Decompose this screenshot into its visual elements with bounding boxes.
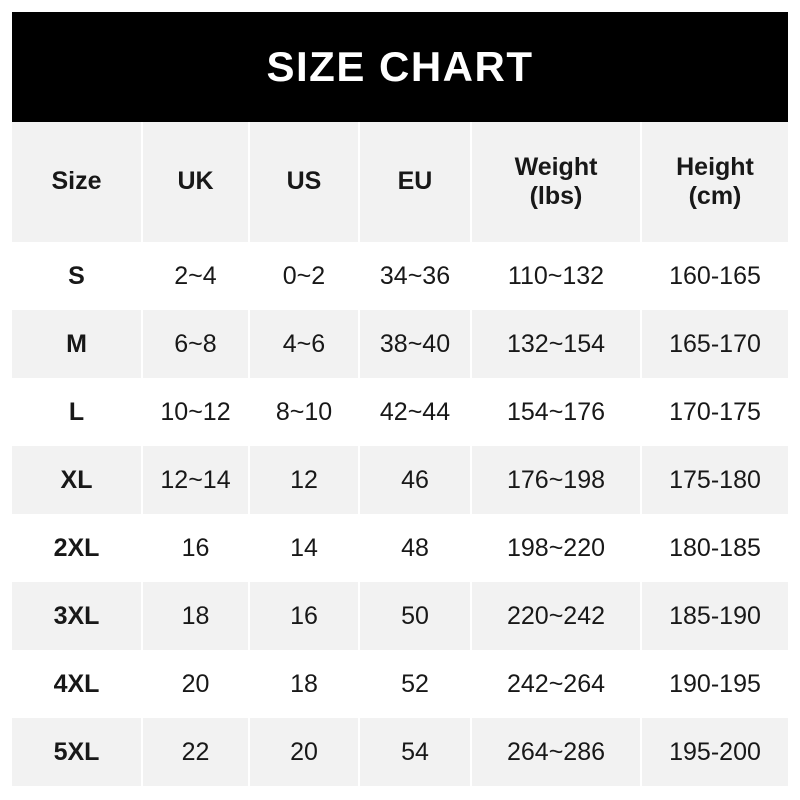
cell-weight: 132~154 xyxy=(472,310,642,378)
cell-weight: 110~132 xyxy=(472,242,642,310)
cell-us: 8~10 xyxy=(250,378,360,446)
cell-weight: 176~198 xyxy=(472,446,642,514)
column-header-size: Size xyxy=(12,122,143,242)
column-header-size-line1: Size xyxy=(51,167,102,196)
table-row: 3XL 18 16 50 220~242 185-190 xyxy=(12,582,788,650)
cell-height: 195-200 xyxy=(642,718,788,786)
table-row: 5XL 22 20 54 264~286 195-200 xyxy=(12,718,788,786)
column-header-uk-line1: UK xyxy=(177,167,214,196)
column-header-eu: EU xyxy=(360,122,472,242)
cell-eu: 52 xyxy=(360,650,472,718)
cell-uk: 20 xyxy=(143,650,250,718)
title-banner: SIZE CHART xyxy=(12,12,788,122)
cell-us: 12 xyxy=(250,446,360,514)
cell-eu: 38~40 xyxy=(360,310,472,378)
cell-size: L xyxy=(12,378,143,446)
cell-weight: 154~176 xyxy=(472,378,642,446)
column-header-height-line2: (cm) xyxy=(688,182,742,210)
cell-size: XL xyxy=(12,446,143,514)
cell-height: 175-180 xyxy=(642,446,788,514)
table-row: XL 12~14 12 46 176~198 175-180 xyxy=(12,446,788,514)
table-header: Size UK US EU Weight (lbs) Height (cm) xyxy=(12,122,788,242)
cell-height: 180-185 xyxy=(642,514,788,582)
cell-uk: 18 xyxy=(143,582,250,650)
cell-us: 14 xyxy=(250,514,360,582)
cell-eu: 42~44 xyxy=(360,378,472,446)
table-row: M 6~8 4~6 38~40 132~154 165-170 xyxy=(12,310,788,378)
page-title: SIZE CHART xyxy=(266,43,534,90)
table-body: S 2~4 0~2 34~36 110~132 160-165 M 6~8 4~… xyxy=(12,242,788,786)
cell-weight: 242~264 xyxy=(472,650,642,718)
cell-size: M xyxy=(12,310,143,378)
cell-us: 16 xyxy=(250,582,360,650)
cell-uk: 10~12 xyxy=(143,378,250,446)
table-row: 4XL 20 18 52 242~264 190-195 xyxy=(12,650,788,718)
cell-height: 185-190 xyxy=(642,582,788,650)
cell-size: 4XL xyxy=(12,650,143,718)
header-row: Size UK US EU Weight (lbs) Height (cm) xyxy=(12,122,788,242)
cell-us: 0~2 xyxy=(250,242,360,310)
table-row: 2XL 16 14 48 198~220 180-185 xyxy=(12,514,788,582)
cell-us: 18 xyxy=(250,650,360,718)
cell-uk: 12~14 xyxy=(143,446,250,514)
cell-uk: 6~8 xyxy=(143,310,250,378)
column-header-weight-line2: (lbs) xyxy=(529,182,583,210)
cell-eu: 48 xyxy=(360,514,472,582)
column-header-us: US xyxy=(250,122,360,242)
cell-height: 160-165 xyxy=(642,242,788,310)
column-header-eu-line1: EU xyxy=(397,167,433,196)
size-chart-table: Size UK US EU Weight (lbs) Height (cm) xyxy=(12,122,788,786)
cell-height: 165-170 xyxy=(642,310,788,378)
column-header-uk: UK xyxy=(143,122,250,242)
cell-height: 170-175 xyxy=(642,378,788,446)
cell-eu: 50 xyxy=(360,582,472,650)
table-row: S 2~4 0~2 34~36 110~132 160-165 xyxy=(12,242,788,310)
column-header-weight: Weight (lbs) xyxy=(472,122,642,242)
column-header-height-line1: Height xyxy=(676,152,754,181)
cell-size: 3XL xyxy=(12,582,143,650)
cell-eu: 34~36 xyxy=(360,242,472,310)
cell-weight: 264~286 xyxy=(472,718,642,786)
column-header-weight-line1: Weight xyxy=(514,152,598,181)
cell-size: S xyxy=(12,242,143,310)
cell-height: 190-195 xyxy=(642,650,788,718)
cell-eu: 46 xyxy=(360,446,472,514)
cell-uk: 2~4 xyxy=(143,242,250,310)
table-row: L 10~12 8~10 42~44 154~176 170-175 xyxy=(12,378,788,446)
cell-weight: 198~220 xyxy=(472,514,642,582)
cell-size: 5XL xyxy=(12,718,143,786)
cell-us: 4~6 xyxy=(250,310,360,378)
cell-size: 2XL xyxy=(12,514,143,582)
column-header-us-line1: US xyxy=(286,167,322,196)
cell-weight: 220~242 xyxy=(472,582,642,650)
cell-uk: 22 xyxy=(143,718,250,786)
cell-us: 20 xyxy=(250,718,360,786)
cell-uk: 16 xyxy=(143,514,250,582)
cell-eu: 54 xyxy=(360,718,472,786)
column-header-height: Height (cm) xyxy=(642,122,788,242)
